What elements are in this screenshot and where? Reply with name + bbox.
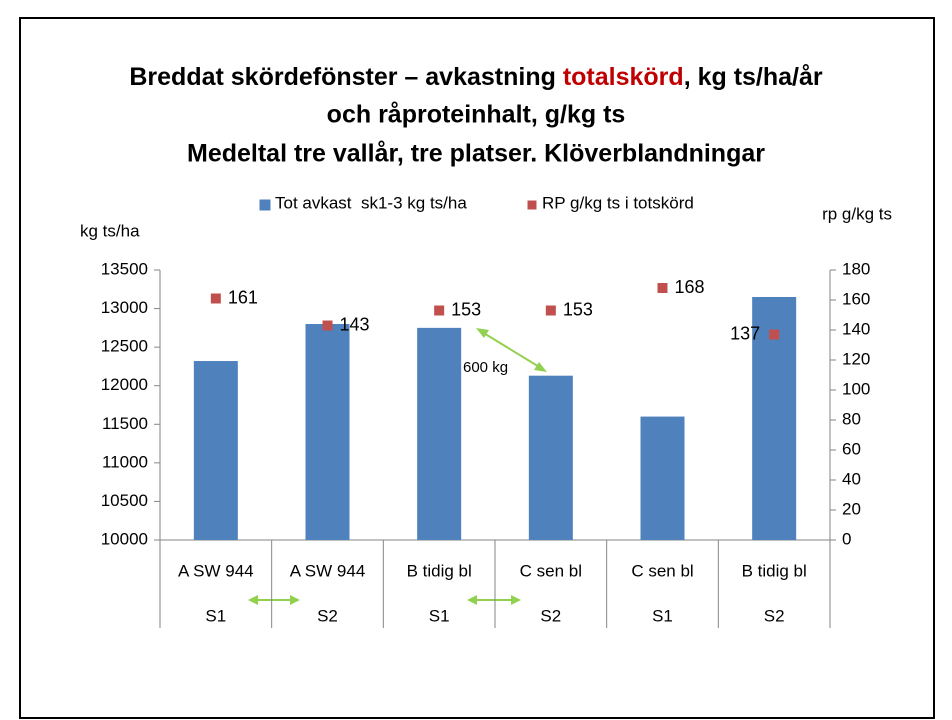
title-highlight: totalskörd: [563, 63, 684, 91]
x-tick-label: A SW 944: [290, 561, 366, 580]
point: [545, 305, 556, 316]
y-tick-label: 11500: [102, 414, 148, 433]
x-group-label: S1: [205, 606, 226, 625]
y-tick-label: 11000: [102, 452, 148, 471]
data-label: 161: [228, 287, 258, 307]
x-tick-label: C sen bl: [631, 561, 693, 580]
y-tick-label: 10000: [101, 529, 148, 548]
point: [322, 320, 333, 331]
x-group-label: S2: [317, 606, 338, 625]
bar: [528, 375, 573, 540]
y-tick-label: 12500: [101, 337, 148, 356]
y2-tick-label: 0: [842, 529, 851, 548]
bar: [193, 361, 238, 540]
legend-swatch: [527, 200, 537, 210]
data-label: 168: [675, 277, 705, 297]
y-axis-label: kg ts/ha: [80, 221, 140, 240]
data-label: 153: [563, 299, 593, 319]
y2-tick-label: 80: [842, 409, 861, 428]
y2-axis-label: rp g/kg ts: [822, 204, 892, 223]
point: [769, 329, 780, 340]
y2-tick-label: 120: [842, 349, 870, 368]
y-tick-label: 13000: [101, 298, 148, 317]
x-tick-label: B tidig bl: [407, 561, 472, 580]
y2-tick-label: 100: [842, 379, 870, 398]
title-line: Breddat skördefönster – avkastning total…: [129, 63, 823, 91]
y-tick-label: 12000: [101, 375, 148, 394]
y2-tick-label: 140: [842, 319, 870, 338]
y2-tick-label: 180: [842, 259, 870, 278]
x-group-label: S1: [429, 606, 450, 625]
legend-swatch: [259, 199, 271, 211]
x-group-label: S2: [764, 606, 785, 625]
y2-tick-label: 20: [842, 499, 861, 518]
legend-label: RP g/kg ts i totskörd: [542, 193, 694, 212]
x-tick-label: B tidig bl: [742, 561, 807, 580]
bar: [417, 327, 462, 540]
title-part: , kg ts/ha/år: [684, 63, 823, 91]
annotation-arrows: [248, 328, 547, 605]
annotation: 600 kg: [463, 359, 508, 376]
x-tick-label: C sen bl: [520, 561, 582, 580]
y2-tick-label: 40: [842, 469, 861, 488]
data-label: 153: [451, 299, 481, 319]
data-label: 143: [340, 314, 370, 334]
point: [210, 293, 221, 304]
y2-tick-label: 60: [842, 439, 861, 458]
y2-tick-label: 160: [842, 289, 870, 308]
title-line: och råproteinhalt, g/kg ts: [327, 101, 626, 129]
legend-label: Tot avkast sk1-3 kg ts/ha: [275, 193, 467, 212]
data-label: 137: [730, 323, 760, 343]
y-tick-label: 13500: [101, 259, 148, 278]
point: [657, 283, 668, 293]
x-group-label: S1: [652, 606, 673, 625]
title-part: Breddat skördefönster – avkastning: [129, 63, 562, 91]
point: [434, 305, 445, 316]
y-tick-label: 10500: [101, 491, 148, 510]
title-line: Medeltal tre vallår, tre platser. Klöver…: [187, 140, 765, 168]
x-tick-label: A SW 944: [178, 561, 254, 580]
slide-border: [19, 17, 935, 719]
bar: [305, 324, 350, 540]
bar: [640, 416, 685, 540]
x-group-label: S2: [540, 606, 561, 625]
